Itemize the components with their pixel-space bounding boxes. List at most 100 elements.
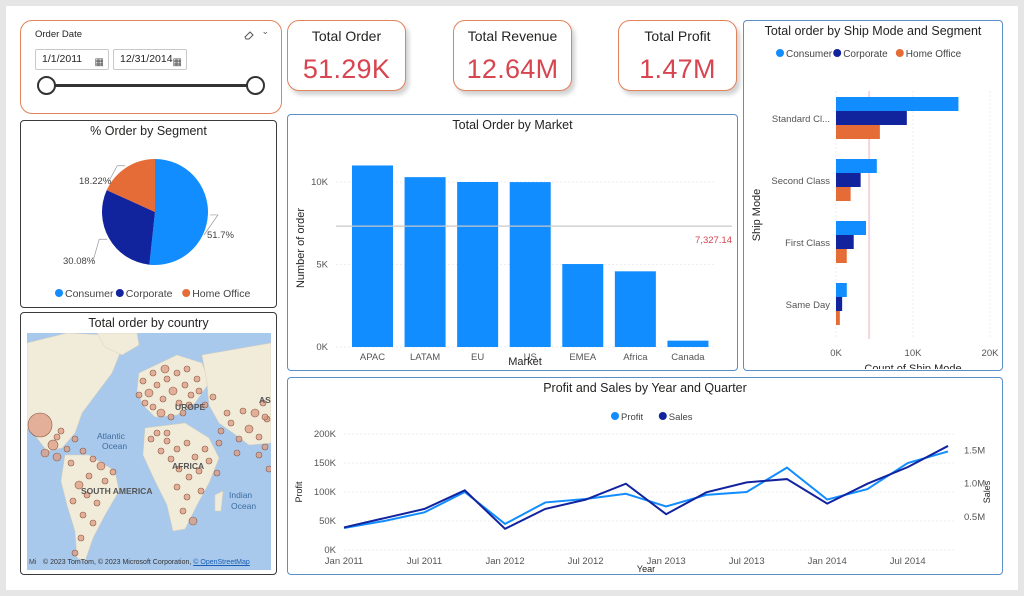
map-bubble[interactable] — [240, 408, 246, 414]
map-bubble[interactable] — [53, 453, 61, 461]
market-bar-chart[interactable]: 0K 5K 10K APAC LATAM EU US EMEA Africa Canada 7,32… — [288, 133, 735, 369]
bar-emea[interactable] — [562, 264, 603, 347]
map-bubble[interactable] — [188, 392, 194, 398]
map-bubble[interactable] — [142, 400, 148, 406]
map-bubble[interactable] — [202, 446, 208, 452]
country-map-card[interactable]: Total order by country UROPE ASI Atlanti… — [20, 312, 277, 575]
map-bubble[interactable] — [262, 444, 268, 450]
map-bubble[interactable] — [90, 456, 96, 462]
map-bubble[interactable] — [174, 446, 180, 452]
start-date-input[interactable]: 1/1/2011 ▦ — [35, 49, 109, 70]
slider-start-handle[interactable] — [37, 76, 56, 95]
bar-corporate[interactable] — [836, 173, 861, 187]
date-slicer[interactable]: Order Date ⌄ 1/1/2011 ▦ 12/31/2014 ▦ — [20, 20, 282, 114]
bar-consumer[interactable] — [836, 221, 866, 235]
map-bubble[interactable] — [164, 376, 170, 382]
map-bubble[interactable] — [164, 430, 170, 436]
map-bubble[interactable] — [236, 436, 242, 442]
legend-label[interactable]: Consumer — [786, 49, 833, 60]
map-bubble[interactable] — [110, 469, 116, 475]
map-bubble[interactable] — [150, 404, 156, 410]
chevron-down-icon[interactable]: ⌄ — [261, 26, 269, 37]
map-bubble[interactable] — [80, 448, 86, 454]
map-bubble[interactable] — [48, 440, 58, 450]
map-bubble[interactable] — [245, 425, 253, 433]
shipmode-bar-chart[interactable]: Consumer Corporate Home Office 0K 10K 20K Stan… — [744, 39, 1000, 369]
map-bubble[interactable] — [148, 436, 154, 442]
map-bubble[interactable] — [218, 428, 224, 434]
map-bubble[interactable] — [80, 512, 86, 518]
map-bubble[interactable] — [228, 420, 234, 426]
bar-consumer[interactable] — [836, 97, 958, 111]
map-bubble[interactable] — [78, 535, 84, 541]
map-bubble[interactable] — [186, 474, 192, 480]
bar-consumer[interactable] — [836, 283, 847, 297]
map-bubble[interactable] — [251, 409, 259, 417]
calendar-icon[interactable]: ▦ — [173, 53, 182, 72]
map-bubble[interactable] — [28, 413, 52, 437]
map-bubble[interactable] — [189, 517, 197, 525]
map-bubble[interactable] — [157, 409, 165, 417]
map-bubble[interactable] — [174, 484, 180, 490]
map-bubble[interactable] — [140, 378, 146, 384]
profit-sales-line-chart[interactable]: Profit Sales 0K 50K 100K 150K 200K 0.5M 1.0M 1.5M… — [288, 396, 1000, 574]
map-bubble[interactable] — [158, 448, 164, 454]
map-bubble[interactable] — [86, 473, 92, 479]
map-bubble[interactable] — [194, 376, 200, 382]
map-bubble[interactable] — [58, 428, 64, 434]
calendar-icon[interactable]: ▦ — [95, 53, 104, 72]
map-bubble[interactable] — [192, 454, 198, 460]
line-sales[interactable] — [344, 446, 948, 529]
country-map[interactable]: UROPE ASI Atlantic Ocean AFRICA SOUTH AM… — [27, 333, 271, 570]
map-bubble[interactable] — [64, 446, 70, 452]
map-bubble[interactable] — [262, 414, 268, 420]
map-bubble[interactable] — [161, 365, 169, 373]
end-date-input[interactable]: 12/31/2014 ▦ — [113, 49, 187, 70]
map-bubble[interactable] — [72, 550, 78, 556]
bar-latam[interactable] — [405, 177, 446, 347]
map-bubble[interactable] — [169, 387, 177, 395]
slider-end-handle[interactable] — [246, 76, 265, 95]
map-bubble[interactable] — [256, 434, 262, 440]
bar-apac[interactable] — [352, 165, 393, 347]
map-bubble[interactable] — [90, 520, 96, 526]
map-bubble[interactable] — [154, 430, 160, 436]
legend-label[interactable]: Home Office — [906, 49, 962, 60]
legend-label[interactable]: Corporate — [843, 49, 888, 60]
pie-slice-consumer[interactable] — [149, 159, 208, 265]
profit-sales-card[interactable]: Profit and Sales by Year and Quarter Pro… — [287, 377, 1003, 575]
bar-consumer[interactable] — [836, 159, 877, 173]
map-bubble[interactable] — [145, 389, 153, 397]
segment-pie-card[interactable]: % Order by Segment 51.7% 30.08% 18.22% Cons… — [20, 120, 277, 308]
bar-us[interactable] — [510, 182, 551, 347]
map-bubble[interactable] — [256, 452, 262, 458]
map-bubble[interactable] — [68, 460, 74, 466]
map-bubble[interactable] — [210, 394, 216, 400]
bar-home-office[interactable] — [836, 187, 851, 201]
map-bubble[interactable] — [160, 396, 166, 402]
eraser-icon[interactable] — [243, 27, 255, 37]
bar-corporate[interactable] — [836, 235, 854, 249]
map-bubble[interactable] — [164, 438, 170, 444]
bar-corporate[interactable] — [836, 111, 907, 125]
map-bubble[interactable] — [214, 470, 220, 476]
map-bubble[interactable] — [174, 370, 180, 376]
bar-home-office[interactable] — [836, 249, 847, 263]
segment-pie-chart[interactable]: 51.7% 30.08% 18.22% Consumer Corporate Home O… — [21, 139, 275, 307]
legend-label[interactable]: Sales — [669, 412, 693, 423]
legend-label[interactable]: Corporate — [126, 288, 173, 300]
map-bubble[interactable] — [94, 500, 100, 506]
map-bubble[interactable] — [206, 458, 212, 464]
legend-label[interactable]: Profit — [621, 412, 644, 423]
map-bubble[interactable] — [41, 449, 49, 457]
map-bubble[interactable] — [72, 436, 78, 442]
map-bubble[interactable] — [196, 388, 202, 394]
map-bubble[interactable] — [150, 370, 156, 376]
map-bubble[interactable] — [97, 462, 105, 470]
market-bar-card[interactable]: Total Order by Market 0K 5K 10K APAC LATAM EU… — [287, 114, 738, 371]
map-bubble[interactable] — [234, 450, 240, 456]
bar-corporate[interactable] — [836, 297, 842, 311]
legend-label[interactable]: Consumer — [65, 288, 114, 300]
map-bubble[interactable] — [224, 410, 230, 416]
slider-track[interactable] — [45, 84, 255, 87]
